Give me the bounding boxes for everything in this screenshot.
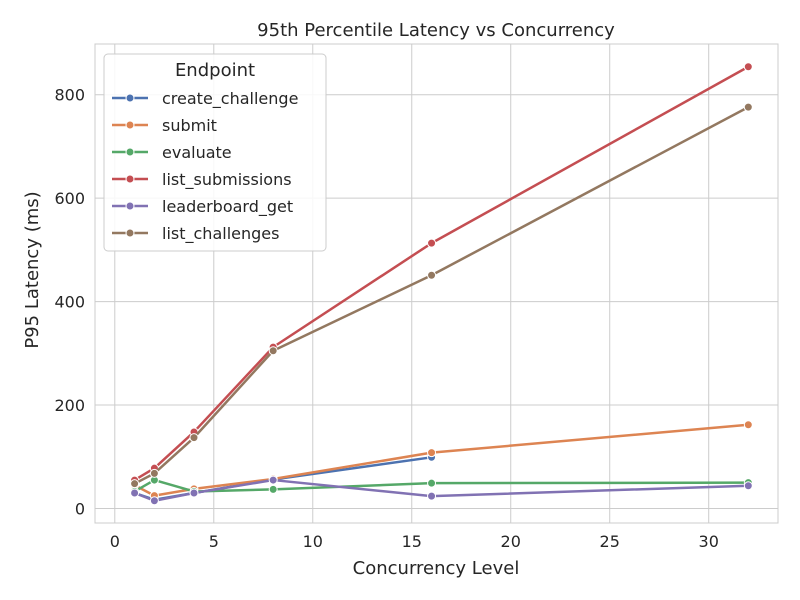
x-tick-label: 5 (209, 532, 219, 551)
data-point (268, 484, 278, 494)
y-tick-label: 600 (54, 189, 85, 208)
x-tick-label: 30 (699, 532, 719, 551)
data-point (268, 346, 278, 356)
y-tick-label: 200 (54, 396, 85, 415)
legend-label: list_submissions (162, 170, 292, 190)
legend-item: create_challenge (112, 89, 298, 109)
data-point (268, 475, 278, 485)
chart-title: 95th Percentile Latency vs Concurrency (257, 20, 615, 41)
data-point (149, 496, 159, 506)
legend-item: evaluate (112, 143, 232, 162)
y-tick-label: 0 (75, 500, 85, 519)
legend-swatch-marker (125, 228, 135, 238)
legend-swatch-marker (125, 120, 135, 130)
data-point (189, 433, 199, 443)
legend-item: list_challenges (112, 224, 279, 244)
legend-label: evaluate (162, 143, 232, 162)
data-point (427, 478, 437, 488)
legend-title: Endpoint (175, 60, 255, 81)
legend-swatch-marker (125, 93, 135, 103)
legend-box (103, 53, 327, 252)
tick-labels: 0 5 10 15 20 25 30 0 200 400 600 800 (54, 86, 718, 551)
series-group (130, 62, 753, 506)
y-tick-label: 800 (54, 86, 85, 105)
legend-label: create_challenge (162, 89, 298, 109)
series-leaderboard-get (130, 475, 753, 506)
series-list-challenges (130, 102, 753, 489)
data-point (743, 481, 753, 491)
data-point (427, 491, 437, 501)
x-tick-label: 15 (402, 532, 422, 551)
legend-swatch-marker (125, 201, 135, 211)
x-tick-label: 20 (501, 532, 521, 551)
legend-label: submit (162, 116, 217, 135)
x-tick-label: 10 (303, 532, 323, 551)
data-point (189, 488, 199, 498)
legend-swatch-marker (125, 147, 135, 157)
y-axis-label: P95 Latency (ms) (22, 191, 43, 348)
legend-swatch-marker (125, 174, 135, 184)
legend-item: list_submissions (112, 170, 292, 190)
legend-item: submit (112, 116, 217, 135)
data-point (427, 238, 437, 248)
data-point (427, 448, 437, 458)
x-tick-label: 0 (110, 532, 120, 551)
data-point (130, 479, 140, 489)
data-point (743, 420, 753, 430)
x-tick-label: 25 (600, 532, 620, 551)
data-point (149, 468, 159, 478)
data-point (427, 270, 437, 280)
legend-label: leaderboard_get (162, 197, 293, 217)
legend-item: leaderboard_get (112, 197, 293, 217)
legend-label: list_challenges (162, 224, 279, 244)
y-tick-label: 400 (54, 293, 85, 312)
data-point (743, 62, 753, 72)
x-axis-label: Concurrency Level (353, 558, 520, 579)
data-point (130, 488, 140, 498)
data-point (743, 102, 753, 112)
